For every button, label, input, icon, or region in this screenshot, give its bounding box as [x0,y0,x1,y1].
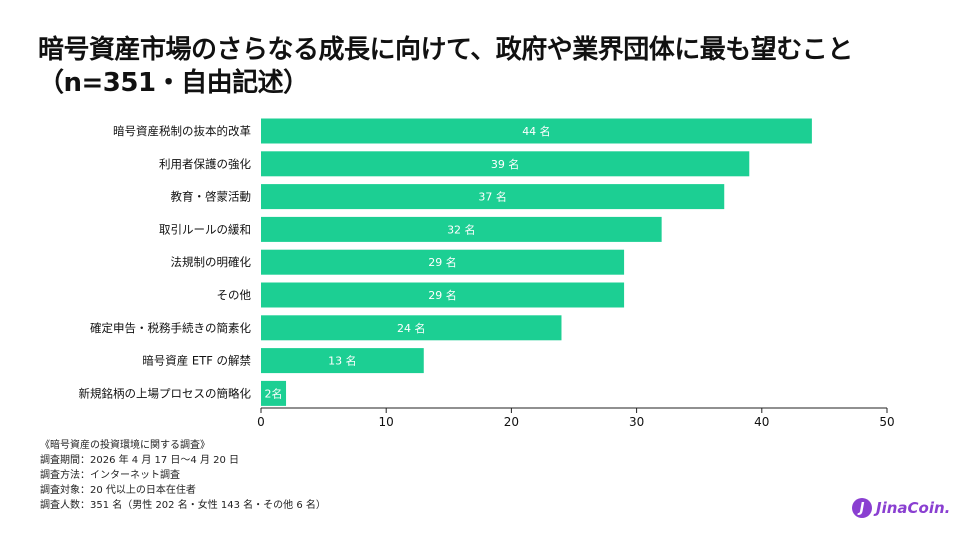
category-label: 取引ルールの緩和 [159,222,251,236]
x-axis-tick-label: 50 [879,415,894,429]
bar-value-label: 13 名 [328,354,357,368]
category-label: 教育・啓蒙活動 [171,190,252,204]
bar-value-label: 37 名 [478,190,507,204]
bar-value-label: 44 名 [522,124,551,138]
survey-note-heading: 《暗号資産の投資環境に関する調査》 [40,440,210,451]
chart-title-line2: （n=351・自由記述） [38,68,309,98]
category-label: 確定申告・税務手続きの簡素化 [90,321,251,335]
category-label: 利用者保護の強化 [159,157,251,171]
category-label: 法規制の明確化 [171,255,252,269]
bar [261,380,287,406]
category-label: その他 [217,288,252,302]
x-axis-tick-label: 30 [629,415,644,429]
brand-logo: J JinaCoin. [852,498,950,518]
bar [261,249,625,275]
survey-notes: 《暗号資産の投資環境に関する調査》 調査期間：2026 年 4 月 17 日～4… [40,438,326,513]
category-label: 暗号資産税制の抜本的改革 [113,124,251,138]
bar-value-label: 39 名 [491,157,520,171]
chart-title-line1: 暗号資産市場のさらなる成長に向けて、政府や業界団体に最も望むこと [38,35,853,65]
brand-name: JinaCoin. [876,499,951,517]
bar [261,151,750,177]
x-axis-tick-label: 0 [257,415,265,429]
bar [261,315,562,341]
category-label: 新規銘柄の上場プロセスの簡略化 [79,386,252,400]
bar [261,184,725,210]
category-label: 暗号資産 ETF の解禁 [142,354,251,368]
survey-note-respondents: 調査人数：351 名（男性 202 名・女性 143 名・その他 6 名） [40,500,326,511]
bar-value-label: 2名 [265,386,283,400]
x-axis-tick-label: 40 [754,415,769,429]
bar [261,282,625,308]
survey-note-target: 調査対象：20 代以上の日本在住者 [40,485,196,496]
bar [261,118,812,144]
jinacoin-logo-icon: J [852,498,872,518]
bar-value-label: 29 名 [428,255,457,269]
survey-note-method: 調査方法：インターネット調査 [40,470,180,481]
bar [261,216,662,242]
chart-title: 暗号資産市場のさらなる成長に向けて、政府や業界団体に最も望むこと （n=351・… [38,34,938,100]
bar [261,348,424,374]
bar-value-label: 24 名 [397,321,426,335]
survey-note-period: 調査期間：2026 年 4 月 17 日～4 月 20 日 [40,455,240,466]
bar-value-label: 29 名 [428,288,457,302]
bar-value-label: 32 名 [447,222,476,236]
x-axis-tick-label: 10 [379,415,394,429]
x-axis-tick-label: 20 [504,415,519,429]
